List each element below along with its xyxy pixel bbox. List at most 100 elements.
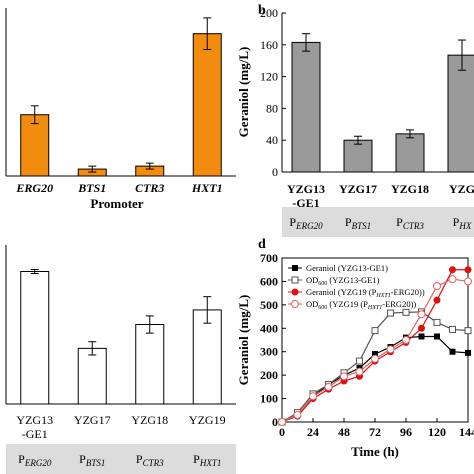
point-od600-yzg19-phxt1-erg20-84: [386, 345, 395, 354]
point-od600-yzg13-ge1-132: [449, 325, 456, 333]
point-od600-yzg19-phxt1-erg20-12: [293, 410, 302, 419]
bar-yzg13-ge1: [20, 271, 50, 405]
panel-d-xtick-label-96: 96: [400, 425, 412, 439]
panel-d-ytick-label-200: 200: [260, 368, 278, 382]
panel-d-ytick-label-600: 600: [260, 274, 278, 288]
panel-c-promoter-label-p-bts1: PBTS1: [79, 452, 105, 468]
bar-yzg17: [343, 139, 373, 173]
panel-c-strain-label-yzg19: YZG19: [189, 413, 226, 427]
point-geraniol-yzg19-phxt1-erg20-120: [433, 296, 441, 304]
panel-b-strain-label-yzg17: YZG17: [339, 182, 377, 196]
panel-c-promoter-label-p-ctr3: PCTR3: [136, 452, 164, 468]
panel-b-y-axis-title: Geraniol (mg/L): [236, 47, 251, 138]
point-od600-yzg13-ge1-84: [387, 309, 394, 317]
point-geraniol-yzg19-phxt1-erg20-132: [449, 266, 456, 274]
panel-b-geraniol-chart: b 0 40 80 120 160 200 Geraniol (mg/L) YZG13 -G…: [236, 3, 474, 237]
panel-d-xtick-label-120: 120: [428, 425, 446, 439]
bar-yzg: [447, 54, 474, 173]
panel-c-promoter-band: [6, 444, 236, 474]
svg-text:Geraniol (YZG13-GE1): Geraniol (YZG13-GE1): [306, 263, 388, 273]
panel-d-xtick-label-48: 48: [338, 425, 350, 439]
panel-b-promoter-label-p-hx: PHX: [453, 215, 472, 231]
panel-d-y-axis-title: Geraniol (mg/L): [236, 295, 251, 386]
panel-b-ytick-label-0: 0: [272, 165, 278, 179]
point-geraniol-yzg13-ge1-72: [372, 351, 378, 358]
panel-c-bar-chart: YZG13 -GE1 PERG20 YZG17 PBTS1 YZG18 PCTR3 YZG19…: [5, 245, 236, 474]
panel-b-ytick-label-160: 160: [260, 38, 278, 52]
bar-yzg13-ge1: [291, 41, 321, 173]
panel-b-promoter-label-p-erg20: PERG20: [289, 215, 323, 231]
legend-item-geraniol-yzg13: Geraniol (YZG13-GE1): [288, 263, 388, 273]
bar-hxt1: [192, 33, 222, 177]
point-od600-yzg19-phxt1-erg20-36: [324, 382, 333, 391]
point-od600-yzg19-phxt1-erg20-132: [448, 275, 457, 284]
bar-yzg17: [77, 347, 107, 405]
series-line-geraniol-yzg13-ge1: [281, 335, 469, 423]
panel-d-ytick-label-100: 100: [260, 392, 278, 406]
panel-d-ytick-label-0: 0: [272, 415, 278, 429]
panel-b-strain-label-yzg18: YZG18: [391, 182, 429, 196]
point-od600-yzg13-ge1-96: [402, 308, 410, 316]
point-od600-yzg13-ge1-120: [433, 318, 441, 326]
panel-d-letter: d: [258, 237, 266, 252]
panel-c-promoter-label-p-hxt1: PHXT1: [193, 452, 221, 468]
point-od600-yzg19-phxt1-erg20-48: [340, 372, 348, 381]
panel-b-ytick-label-40: 40: [266, 133, 278, 147]
panel-c-promoter-label-p-erg20: PERG20: [18, 452, 52, 468]
point-od600-yzg13-ge1-72: [371, 327, 379, 335]
series-od600-yzg13-ge1: [278, 308, 472, 426]
point-geraniol-yzg13-ge1-144: [465, 349, 471, 356]
point-geraniol-yzg19-phxt1-erg20-108: [418, 324, 425, 332]
point-geraniol-yzg13-ge1-108: [418, 333, 425, 340]
panel-a-x-axis-title: Promoter: [90, 196, 143, 211]
point-od600-yzg19-phxt1-erg20-24: [309, 392, 317, 401]
point-od600-yzg19-phxt1-erg20-0: [278, 418, 286, 426]
bar-yzg19: [192, 309, 222, 405]
tick-label-erg20: ERG20: [15, 181, 53, 195]
panel-d-ytick-label-400: 400: [260, 321, 278, 335]
panel-b-strain-label-yzg13-ge1: YZG13 -GE1: [287, 182, 325, 210]
bar-yzg18: [395, 133, 425, 173]
panel-b-promoter-band: [282, 207, 474, 237]
series-od600-yzg19-phxt1-erg20: [278, 275, 472, 426]
bar-yzg18: [135, 324, 165, 405]
point-geraniol-yzg19-phxt1-erg20-144: [464, 266, 472, 274]
panel-d-xtick-label-144: 144: [459, 425, 474, 439]
bar-erg20: [20, 114, 50, 177]
svg-text:OD600 (YZG13-GE1): OD600 (YZG13-GE1): [306, 275, 380, 287]
point-od600-yzg13-ge1-60: [356, 357, 363, 365]
point-geraniol-yzg13-ge1-120: [434, 333, 440, 340]
point-geraniol-yzg13-ge1-132: [449, 348, 456, 355]
panel-b-promoter-label-p-ctr3: PCTR3: [396, 215, 424, 231]
panel-d-xtick-label-0: 0: [279, 425, 285, 439]
panel-c-strain-label-yzg18: YZG18: [131, 413, 168, 427]
panel-a-promoter-chart: ERG20 BTS1 CTR3 HXT1 Promoter: [5, 8, 236, 211]
panel-d-x-axis-title: Time (h): [351, 444, 399, 459]
panel-d-ytick-label-500: 500: [260, 298, 278, 312]
series-geraniol-yzg13-ge1: [279, 333, 471, 425]
panel-d-ytick-label-700: 700: [260, 251, 278, 265]
panel-c-strain-label-yzg17: YZG17: [74, 413, 111, 427]
panel-d-legend: Geraniol (YZG13-GE1) OD600 (YZG13-GE1) G…: [288, 263, 425, 311]
point-od600-yzg19-phxt1-erg20-96: [402, 336, 410, 344]
panel-d-xtick-label-24: 24: [307, 425, 319, 439]
svg-text:OD600 (YZG19 (PHXT1-ERG20)): OD600 (YZG19 (PHXT1-ERG20)): [306, 299, 416, 311]
panel-b-letter: b: [258, 3, 266, 18]
point-od600-yzg19-phxt1-erg20-72: [371, 354, 379, 363]
tick-label-bts1: BTS1: [77, 181, 106, 195]
point-od600-yzg19-phxt1-erg20-144: [464, 277, 472, 286]
panel-d-time-course-chart: d 0 24 48 72 96 120 1440100200300400500600700 …: [236, 237, 474, 459]
point-od600-yzg13-ge1-144: [464, 327, 472, 335]
panel-b-strain-label-yzg: YZG: [449, 182, 474, 196]
legend-item-od-yzg13: OD600 (YZG13-GE1): [288, 275, 380, 287]
point-od600-yzg19-phxt1-erg20-108: [417, 310, 426, 319]
point-od600-yzg19-phxt1-erg20-60: [355, 367, 364, 376]
legend-item-geraniol-yzg19: Geraniol (YZG19 (PHXT1-ERG20)): [288, 287, 425, 299]
tick-label-hxt1: HXT1: [191, 181, 223, 195]
tick-label-ctr3: CTR3: [135, 181, 164, 195]
legend-item-od-yzg19: OD600 (YZG19 (PHXT1-ERG20)): [288, 299, 416, 311]
point-od600-yzg19-phxt1-erg20-120: [433, 282, 441, 291]
panel-b-ytick-label-200: 200: [260, 6, 278, 20]
panel-b-ytick-label-80: 80: [266, 101, 278, 115]
